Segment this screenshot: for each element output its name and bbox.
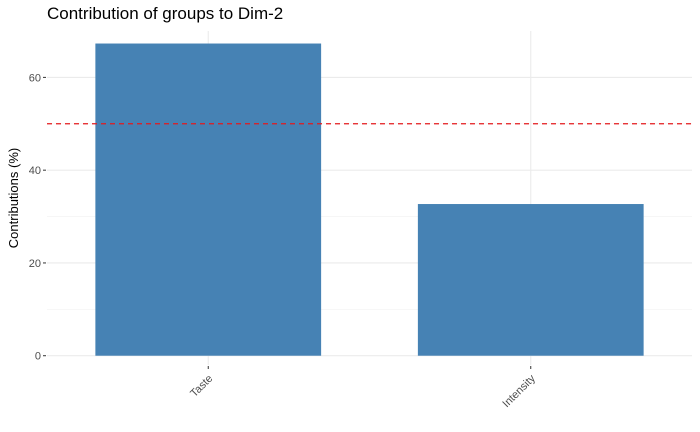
bar-intensity [417, 204, 644, 356]
bar-taste [95, 43, 322, 356]
x-tick-label: Intensity [500, 372, 538, 410]
y-tick-label: 40 [29, 165, 41, 177]
x-tick-label: Taste [188, 373, 215, 400]
y-tick-label: 60 [29, 72, 41, 84]
y-tick-label: 20 [29, 258, 41, 270]
bars [95, 43, 644, 356]
chart-title: Contribution of groups to Dim-2 [47, 4, 284, 23]
y-axis-label: Contributions (%) [6, 148, 21, 248]
y-tick-label: 0 [35, 351, 41, 363]
